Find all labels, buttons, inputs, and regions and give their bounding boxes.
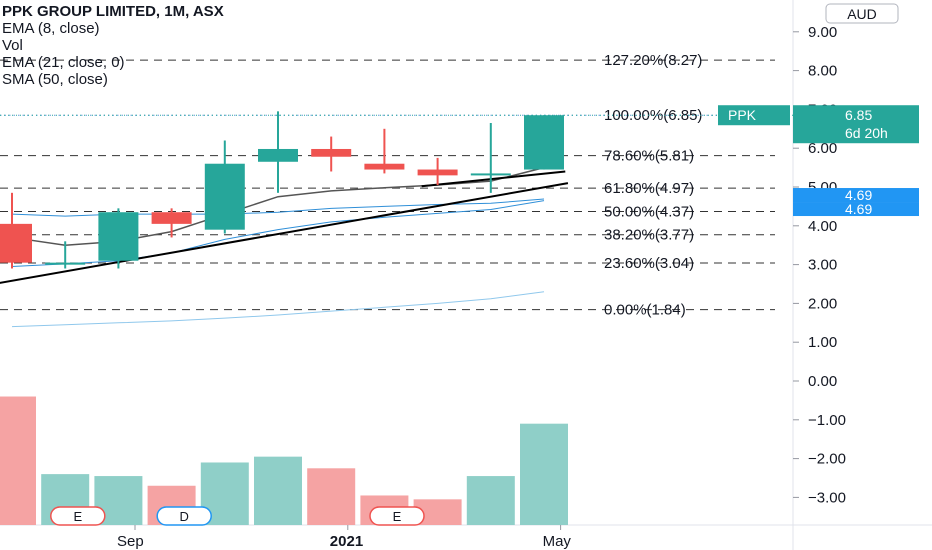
ema-tag: [793, 202, 919, 217]
legend-ema8[interactable]: EMA (8, close): [2, 20, 100, 37]
trendline: [421, 170, 566, 188]
fib-level-label: 50.00%(4.37): [604, 203, 694, 220]
event-marker: [50, 506, 106, 526]
fib-level-label: 127.20%(8.27): [604, 52, 702, 69]
candle-body: [364, 163, 405, 170]
fib-level-label: 100.00%(6.85): [604, 107, 702, 124]
y-tick-label: 8.00: [808, 63, 837, 80]
ema-tag-value: 4.69: [845, 201, 872, 217]
x-tick-label: May: [543, 533, 572, 550]
candle-body: [311, 148, 352, 157]
y-tick-label: 1.00: [808, 334, 837, 351]
candle-body: [98, 212, 139, 261]
y-tick-label: −1.00: [808, 412, 846, 429]
legend-sma50[interactable]: SMA (50, close): [2, 71, 108, 88]
sma50-line: [11, 291, 545, 328]
event-marker-label: E: [73, 509, 82, 524]
y-tick-label: 6.00: [808, 140, 837, 157]
y-tick-label: 2.00: [808, 295, 837, 312]
trendline: [0, 182, 569, 284]
ema-tag-value: 4.69: [845, 187, 872, 203]
event-marker: [156, 506, 212, 526]
candle-body: [151, 212, 192, 224]
candle-body: [470, 173, 511, 176]
legend-ema21[interactable]: EMA (21, close, 0): [2, 54, 125, 71]
ema-tag: [793, 188, 919, 203]
x-tick-label: Sep: [117, 533, 144, 550]
symbol-tag: [718, 105, 790, 126]
fib-level-label: 61.80%(4.97): [604, 180, 694, 197]
volume-bar: [466, 476, 515, 525]
candle-body: [417, 169, 458, 176]
fib-level-label: 0.00%(1.84): [604, 302, 686, 319]
fib-level-label: 23.60%(3.04): [604, 255, 694, 272]
y-tick-label: −2.00: [808, 451, 846, 468]
volume-bar: [520, 423, 568, 525]
volume-bar: [254, 456, 302, 525]
fib-level-label: 78.60%(5.81): [604, 148, 694, 165]
y-tick-label: −3.00: [808, 489, 846, 506]
ema21-lower-line: [11, 200, 545, 268]
candle-body: [0, 223, 32, 263]
y-tick-label: 3.00: [808, 257, 837, 274]
price-tag-countdown: 6d 20h: [845, 125, 888, 141]
price-tag-value: 6.85: [845, 107, 872, 123]
chart-legend: PPK GROUP LIMITED, 1M, ASX EMA (8, close…: [2, 3, 224, 88]
x-tick-label: 2021: [330, 533, 363, 550]
legend-vol[interactable]: Vol: [2, 37, 23, 54]
y-tick-label: 4.00: [808, 218, 837, 235]
y-tick-label: 9.00: [808, 24, 837, 41]
candle-body: [524, 115, 564, 170]
event-marker-label: E: [393, 509, 402, 524]
event-marker-label: D: [180, 509, 189, 524]
candle-body: [258, 148, 298, 162]
currency-box: [825, 3, 899, 24]
chart-title: PPK GROUP LIMITED, 1M, ASX: [2, 3, 224, 20]
event-marker: [369, 506, 425, 526]
candle-body: [204, 163, 245, 230]
candle-body: [45, 262, 86, 265]
fib-level-label: 38.20%(3.77): [604, 227, 694, 244]
volume-bar: [0, 396, 36, 525]
price-tag: [793, 105, 919, 144]
currency-label: AUD: [847, 6, 877, 22]
y-tick-label: 0.00: [808, 373, 837, 390]
symbol-tag-label: PPK: [728, 107, 757, 123]
volume-bar: [307, 468, 356, 525]
